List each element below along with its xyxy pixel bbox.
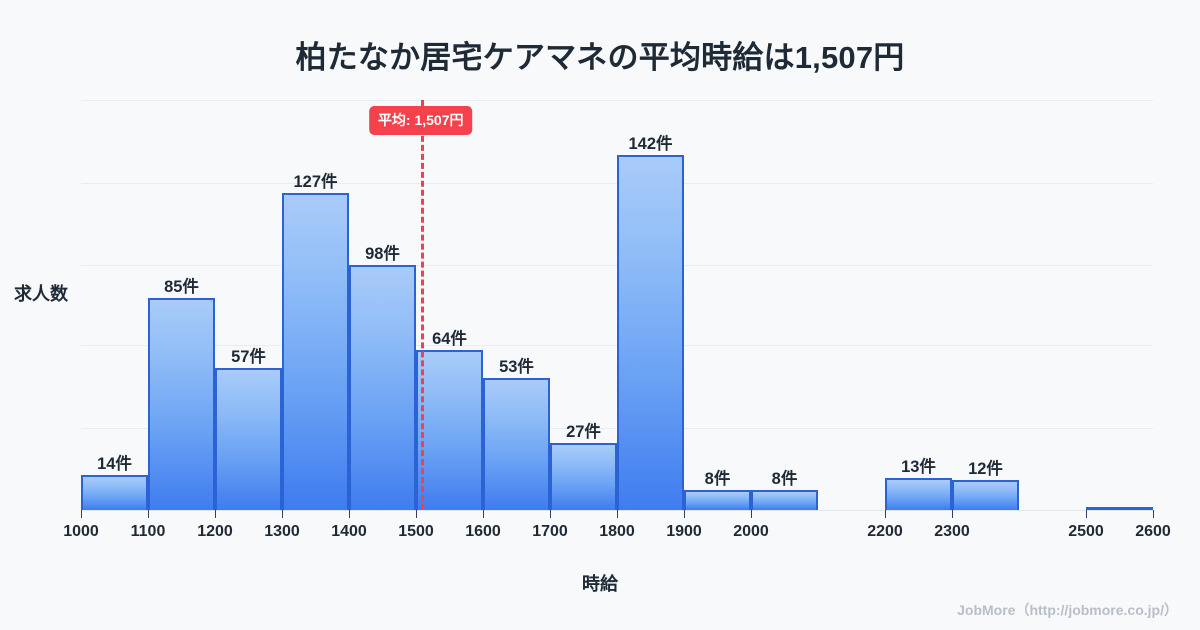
bar[interactable] <box>349 265 416 510</box>
bar-value-label: 53件 <box>499 357 534 376</box>
gridline <box>81 100 1153 101</box>
x-tick-mark <box>751 510 752 518</box>
bar[interactable] <box>550 442 617 510</box>
bar-value-label: 12件 <box>968 460 1003 478</box>
x-tick-mark <box>1153 510 1154 518</box>
x-tick-label: 2000 <box>733 523 769 540</box>
bar-value-label: 27件 <box>566 422 601 441</box>
x-tick-label: 1000 <box>63 523 99 540</box>
x-tick-label: 1900 <box>666 523 702 540</box>
average-badge: 平均: 1,507円 <box>368 106 473 135</box>
bar-value-label: 142件 <box>628 135 673 153</box>
bar[interactable] <box>1086 507 1153 510</box>
bar[interactable] <box>483 377 550 510</box>
x-tick-label: 2300 <box>934 523 970 540</box>
average-line <box>420 100 424 510</box>
x-tick-mark <box>617 510 618 518</box>
x-tick-mark <box>282 510 283 518</box>
x-tick-label: 1500 <box>398 523 434 540</box>
x-tick-label: 1700 <box>532 523 568 540</box>
x-tick-mark <box>81 510 82 518</box>
x-tick-mark <box>349 510 350 518</box>
x-tick-label: 2600 <box>1135 523 1171 540</box>
x-tick-label: 2200 <box>867 523 903 540</box>
bar-value-label: 14件 <box>97 455 132 473</box>
bar[interactable] <box>751 490 818 510</box>
chart-title: 柏たなか居宅ケアマネの平均時給は1,507円 <box>295 40 905 75</box>
x-tick-label: 1200 <box>197 523 233 540</box>
x-tick-label: 1400 <box>331 523 367 540</box>
bar-value-label: 13件 <box>901 457 936 476</box>
bar-value-label: 85件 <box>164 277 199 296</box>
bar[interactable] <box>617 155 684 510</box>
x-tick-label: 2500 <box>1068 523 1104 540</box>
bar-value-label: 8件 <box>704 470 731 488</box>
bar[interactable] <box>215 367 282 510</box>
x-tick-mark <box>550 510 551 518</box>
bar[interactable] <box>684 490 751 510</box>
bar-value-label: 57件 <box>231 347 266 366</box>
x-tick-label: 1600 <box>465 523 501 540</box>
x-tick-mark <box>148 510 149 518</box>
bar-value-label: 127件 <box>293 172 338 191</box>
bar[interactable] <box>952 480 1019 510</box>
bar-value-label: 64件 <box>432 330 467 348</box>
y-axis-title: 求人数 <box>14 284 68 304</box>
bar[interactable] <box>81 475 148 510</box>
bar-value-label: 98件 <box>365 245 400 263</box>
x-axis-title: 時給 <box>582 574 618 594</box>
bar-value-label: 8件 <box>771 470 798 488</box>
bar[interactable] <box>885 477 952 510</box>
x-tick-mark <box>416 510 417 518</box>
x-tick-label: 1100 <box>130 523 166 540</box>
x-tick-mark <box>952 510 953 518</box>
x-tick-mark <box>684 510 685 518</box>
watermark: JobMore（http://jobmore.co.jp/） <box>957 602 1178 618</box>
bar[interactable] <box>282 192 349 510</box>
bar[interactable] <box>416 350 483 510</box>
x-tick-label: 1800 <box>599 523 635 540</box>
x-tick-mark <box>1086 510 1087 518</box>
x-tick-mark <box>483 510 484 518</box>
x-tick-label: 1300 <box>264 523 300 540</box>
plot-area <box>81 100 1153 511</box>
x-tick-mark <box>885 510 886 518</box>
x-tick-mark <box>215 510 216 518</box>
bar[interactable] <box>148 297 215 510</box>
